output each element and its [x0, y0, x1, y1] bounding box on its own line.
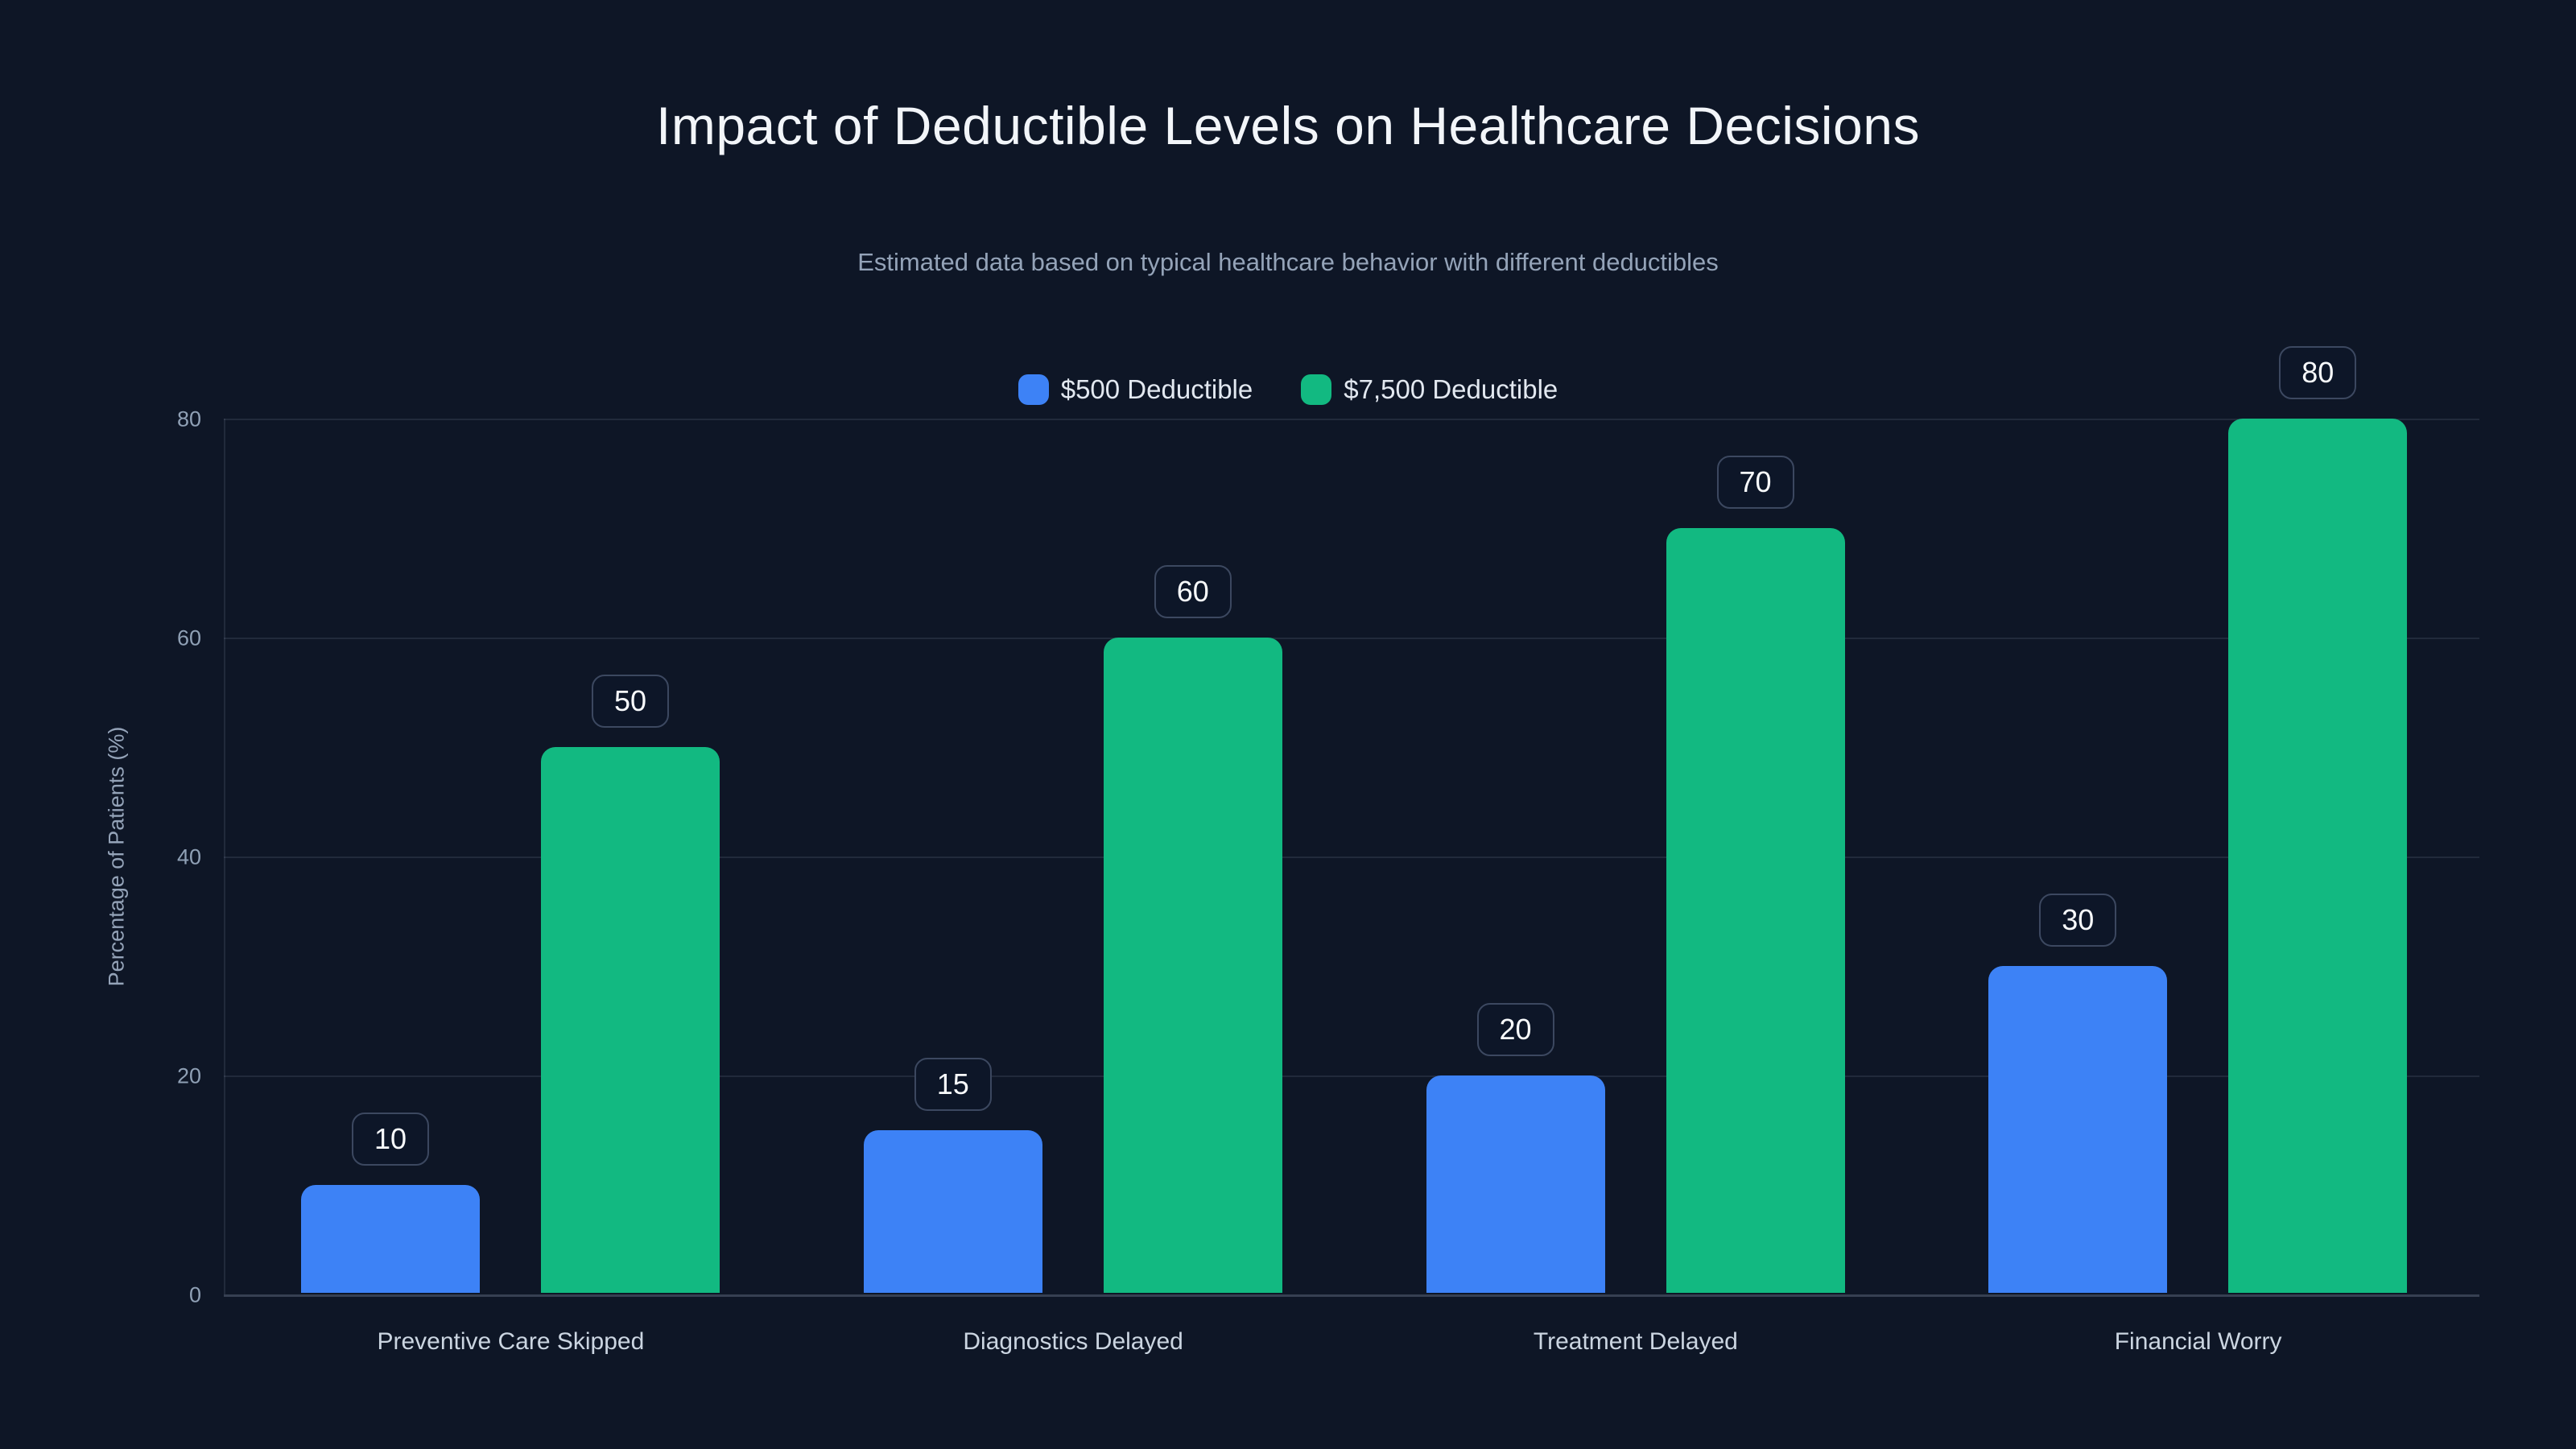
x-category-label: Diagnostics Delayed: [963, 1328, 1183, 1355]
bar[interactable]: [2228, 419, 2408, 1293]
y-axis-line: [224, 419, 225, 1294]
bar[interactable]: [1426, 1075, 1605, 1293]
y-tick-label: 80: [176, 407, 201, 431]
y-tick-label: 40: [176, 844, 201, 869]
value-label: 70: [1716, 456, 1794, 509]
legend-label: $500 Deductible: [1060, 374, 1253, 404]
bar[interactable]: [1988, 966, 2168, 1293]
legend-label: $7,500 Deductible: [1344, 374, 1558, 404]
x-axis-line: [224, 1294, 2479, 1297]
legend-item[interactable]: $500 Deductible: [1018, 374, 1253, 405]
bar[interactable]: [1666, 528, 1845, 1293]
gridline: [224, 419, 2479, 420]
legend-swatch: [1301, 374, 1332, 405]
value-label: 30: [2039, 894, 2117, 947]
value-label: 80: [2279, 346, 2357, 399]
value-label: 50: [591, 675, 670, 728]
y-tick-label: 20: [176, 1063, 201, 1088]
y-tick-label: 60: [176, 625, 201, 650]
bar[interactable]: [541, 747, 720, 1293]
value-label: 10: [351, 1113, 430, 1166]
legend: $500 Deductible $7,500 Deductible: [0, 370, 2576, 409]
gridline: [224, 638, 2479, 639]
legend-swatch: [1018, 374, 1049, 405]
x-category-label: Preventive Care Skipped: [377, 1328, 645, 1355]
value-label: 60: [1154, 565, 1232, 618]
chart-subtitle: Estimated data based on typical healthca…: [857, 248, 1719, 276]
value-label: 20: [1476, 1003, 1554, 1056]
bar[interactable]: [301, 1185, 480, 1293]
x-category-label: Financial Worry: [2114, 1328, 2282, 1355]
bar[interactable]: [863, 1130, 1042, 1293]
bar[interactable]: [1103, 638, 1282, 1293]
legend-item[interactable]: $7,500 Deductible: [1301, 374, 1558, 405]
value-label: 15: [914, 1058, 992, 1111]
chart-title: Impact of Deductible Levels on Healthcar…: [656, 96, 1920, 155]
gridline: [224, 857, 2479, 858]
x-category-label: Treatment Delayed: [1533, 1328, 1738, 1355]
y-tick-label: 0: [188, 1282, 201, 1307]
gridline: [224, 1075, 2479, 1077]
